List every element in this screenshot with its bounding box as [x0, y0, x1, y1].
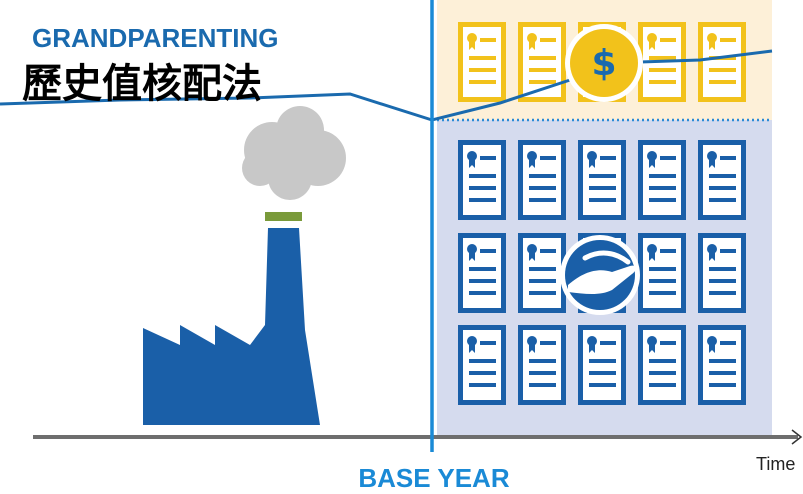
- title: GRANDPARENTING: [32, 23, 279, 53]
- certificate-line: [540, 341, 556, 345]
- certificate-line: [709, 267, 736, 271]
- certificate-line: [649, 198, 676, 202]
- certificate: [698, 22, 746, 102]
- certificate-line: [469, 267, 496, 271]
- certificate-line: [600, 341, 616, 345]
- certificate: [638, 325, 686, 405]
- certificate: [698, 140, 746, 220]
- certificate-line: [649, 279, 676, 283]
- certificate-line: [469, 186, 496, 190]
- certificate-line: [529, 291, 556, 295]
- certificate-line: [589, 383, 616, 387]
- certificate-line: [529, 68, 556, 72]
- certificate-line: [529, 198, 556, 202]
- certificate-line: [469, 198, 496, 202]
- certificate-line: [529, 383, 556, 387]
- certificate-line: [589, 174, 616, 178]
- certificate-line: [709, 174, 736, 178]
- certificate-line: [709, 198, 736, 202]
- certificate-line: [649, 80, 676, 84]
- certificate-line: [709, 383, 736, 387]
- certificate-line: [709, 68, 736, 72]
- diagram: $ GRANDPARENTING 歷史值核配法 BASE YEAR Time: [0, 0, 803, 494]
- certificate-line: [540, 38, 556, 42]
- certificate-line: [709, 371, 736, 375]
- certificate: [518, 140, 566, 220]
- certificate-line: [589, 359, 616, 363]
- certificate-line: [469, 56, 496, 60]
- certificate: [698, 325, 746, 405]
- certificate-line: [660, 38, 676, 42]
- certificate-line: [649, 359, 676, 363]
- certificate-line: [709, 359, 736, 363]
- certificate-line: [720, 249, 736, 253]
- certificate-line: [589, 371, 616, 375]
- certificate-line: [469, 68, 496, 72]
- certificate-line: [709, 80, 736, 84]
- subtitle: 歷史值核配法: [22, 61, 262, 107]
- certificate-line: [709, 279, 736, 283]
- certificate-line: [529, 174, 556, 178]
- certificate-line: [529, 267, 556, 271]
- certificate: [458, 140, 506, 220]
- certificate: [698, 233, 746, 313]
- certificate-line: [660, 341, 676, 345]
- certificate-line: [480, 156, 496, 160]
- certificate: [578, 140, 626, 220]
- certificate-line: [660, 156, 676, 160]
- certificate-line: [589, 198, 616, 202]
- certificate-line: [649, 383, 676, 387]
- certificate: [518, 233, 566, 313]
- certificate-line: [649, 267, 676, 271]
- certificate-line: [469, 383, 496, 387]
- certificate-line: [529, 186, 556, 190]
- certificate-line: [480, 38, 496, 42]
- certificate-line: [469, 291, 496, 295]
- smoke: [242, 106, 346, 200]
- certificate: [458, 233, 506, 313]
- certificate-line: [649, 186, 676, 190]
- certificate-line: [649, 56, 676, 60]
- factory: [143, 228, 320, 425]
- certificate-line: [649, 291, 676, 295]
- certificate-line: [469, 279, 496, 283]
- certificate: [578, 325, 626, 405]
- certificate-line: [469, 359, 496, 363]
- certificate-line: [529, 359, 556, 363]
- certificate-line: [540, 249, 556, 253]
- certificate-line: [529, 80, 556, 84]
- chimney-cap: [265, 212, 302, 221]
- certificate-line: [480, 341, 496, 345]
- certificate: [638, 140, 686, 220]
- base-year-label: BASE YEAR: [358, 463, 509, 493]
- certificate-line: [529, 56, 556, 60]
- certificate-line: [469, 80, 496, 84]
- certificate-line: [600, 156, 616, 160]
- certificate-line: [709, 291, 736, 295]
- certificate-line: [529, 371, 556, 375]
- certificate-line: [649, 68, 676, 72]
- certificate-line: [720, 341, 736, 345]
- certificate-line: [649, 174, 676, 178]
- certificate-line: [589, 186, 616, 190]
- certificate-line: [480, 249, 496, 253]
- certificate: [458, 22, 506, 102]
- certificate-line: [469, 174, 496, 178]
- certificate-line: [469, 371, 496, 375]
- certificate-line: [709, 186, 736, 190]
- certificate-line: [529, 279, 556, 283]
- certificate-line: [720, 38, 736, 42]
- certificate-line: [649, 371, 676, 375]
- certificate: [638, 233, 686, 313]
- coin-symbol: $: [591, 43, 616, 84]
- certificate-line: [660, 249, 676, 253]
- time-label: Time: [756, 454, 795, 474]
- certificate: [518, 325, 566, 405]
- certificate-line: [540, 156, 556, 160]
- certificate-line: [720, 156, 736, 160]
- certificate: [458, 325, 506, 405]
